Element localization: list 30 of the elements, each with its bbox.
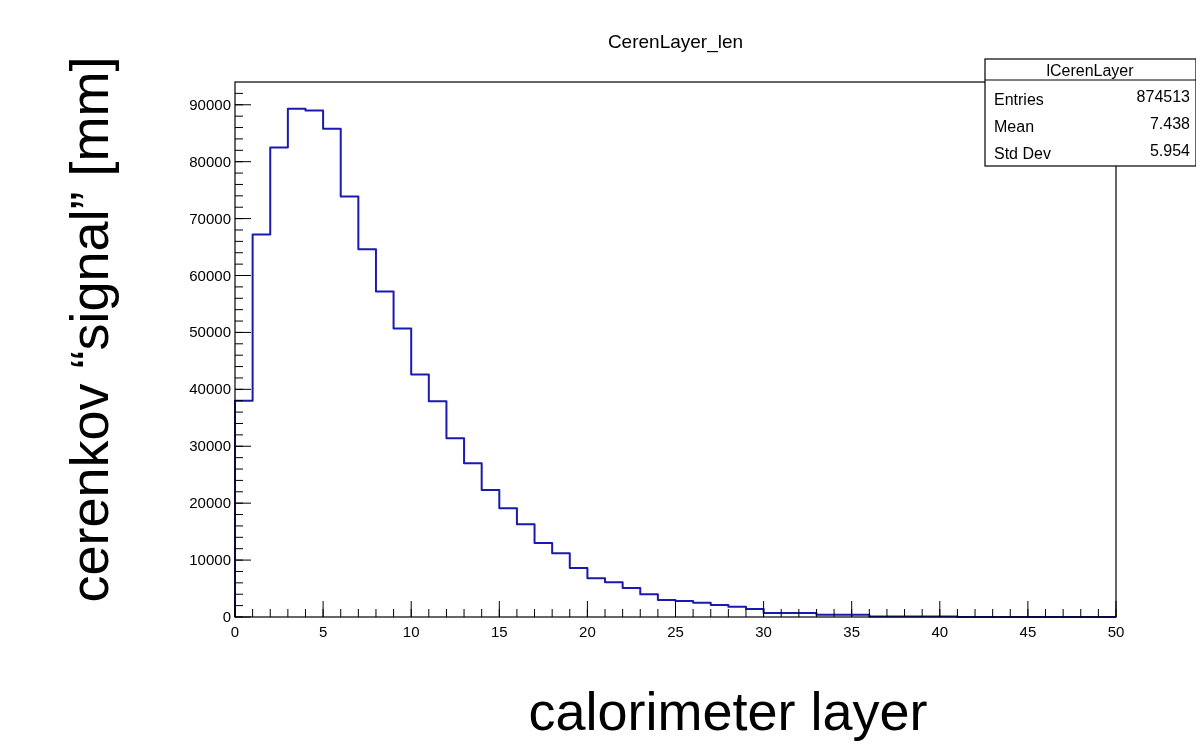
x-axis-title: calorimeter layer bbox=[528, 681, 928, 741]
x-tick-label: 5 bbox=[318, 623, 328, 640]
x-tick-label: 35 bbox=[843, 623, 861, 640]
x-tick-label: 45 bbox=[1019, 623, 1037, 640]
y-tick-label: 50000 bbox=[189, 323, 231, 341]
y-tick-label: 80000 bbox=[189, 152, 231, 170]
y-tick-label: 60000 bbox=[189, 266, 231, 284]
annotation: Entries bbox=[994, 91, 1044, 108]
x-tick-label: 50 bbox=[1107, 623, 1125, 640]
x-tick-label: 20 bbox=[579, 623, 596, 640]
x-tick-label: 10 bbox=[402, 623, 420, 640]
x-tick-label: 15 bbox=[490, 623, 508, 640]
text: 5.954 bbox=[1149, 142, 1191, 159]
y-tick-label: 10000 bbox=[189, 551, 231, 569]
chart-title: CerenLayer_len bbox=[607, 31, 744, 53]
y-tick-label: 40000 bbox=[189, 380, 231, 398]
annotation: Std Dev bbox=[994, 145, 1051, 162]
text: 7.438 bbox=[1149, 115, 1191, 132]
x-tick-label: 25 bbox=[667, 623, 684, 640]
x-tick-label: 30 bbox=[755, 623, 772, 640]
x-tick-label: 40 bbox=[931, 623, 949, 640]
annotation: Mean bbox=[994, 118, 1035, 135]
y-tick-label: 20000 bbox=[189, 494, 231, 512]
y-tick-label: 30000 bbox=[189, 437, 231, 455]
y-tick-label: 70000 bbox=[189, 209, 231, 227]
y-tick-label: 0 bbox=[222, 608, 231, 625]
y-tick-label: 90000 bbox=[189, 95, 231, 113]
text: lCerenLayer bbox=[1046, 62, 1135, 79]
text: 874513 bbox=[1136, 88, 1191, 105]
y-axis-title: cerenkov “signal” [mm] bbox=[59, 56, 119, 603]
